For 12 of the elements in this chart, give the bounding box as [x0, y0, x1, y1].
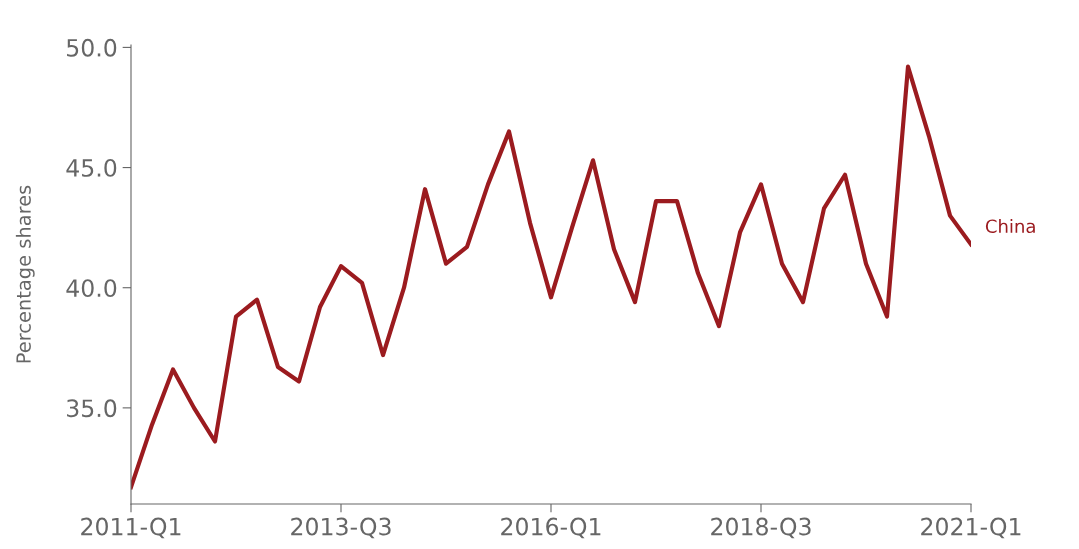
line-series — [131, 64, 971, 490]
x-tick-label: 2013-Q3 — [291, 517, 391, 539]
x-tick-label: 2018-Q3 — [711, 517, 811, 539]
x-tick-label: 2016-Q1 — [501, 517, 601, 539]
y-tick-label: 35.0 — [67, 399, 117, 418]
x-tick-label: 2021-Q1 — [921, 517, 1021, 539]
y-tick-label: 40.0 — [66, 279, 117, 298]
x-tick-label: 2011-Q1 — [81, 517, 181, 539]
y-tick-label: 45.0 — [66, 159, 117, 177]
y-tick-label: 50.0 — [67, 38, 117, 57]
y-axis-title: Percentage shares — [15, 185, 35, 363]
series-label: China — [985, 219, 1035, 234]
